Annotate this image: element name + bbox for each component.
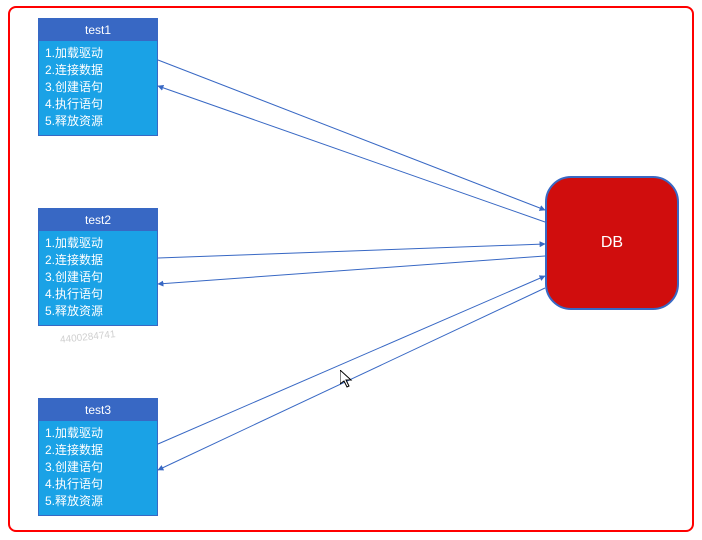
test-step: 2.连接数据 [45,442,151,459]
test-box-body: 1.加载驱动2.连接数据3.创建语句4.执行语句5.释放资源 [39,421,157,515]
test-box-header: test1 [39,19,157,41]
test-step: 5.释放资源 [45,113,151,130]
test-step: 3.创建语句 [45,269,151,286]
test-step: 4.执行语句 [45,286,151,303]
test-box-1: test11.加载驱动2.连接数据3.创建语句4.执行语句5.释放资源 [38,18,158,136]
db-node: DB [545,176,679,310]
test-step: 5.释放资源 [45,303,151,320]
test-box-header: test2 [39,209,157,231]
db-node-label: DB [601,234,623,252]
test-box-header: test3 [39,399,157,421]
test-step: 4.执行语句 [45,476,151,493]
test-step: 1.加载驱动 [45,425,151,442]
test-step: 5.释放资源 [45,493,151,510]
test-box-body: 1.加载驱动2.连接数据3.创建语句4.执行语句5.释放资源 [39,41,157,135]
test-step: 4.执行语句 [45,96,151,113]
test-step: 1.加载驱动 [45,45,151,62]
test-step: 2.连接数据 [45,62,151,79]
test-box-2: test21.加载驱动2.连接数据3.创建语句4.执行语句5.释放资源 [38,208,158,326]
test-box-3: test31.加载驱动2.连接数据3.创建语句4.执行语句5.释放资源 [38,398,158,516]
test-step: 1.加载驱动 [45,235,151,252]
test-step: 3.创建语句 [45,459,151,476]
test-step: 3.创建语句 [45,79,151,96]
test-box-body: 1.加载驱动2.连接数据3.创建语句4.执行语句5.释放资源 [39,231,157,325]
test-step: 2.连接数据 [45,252,151,269]
